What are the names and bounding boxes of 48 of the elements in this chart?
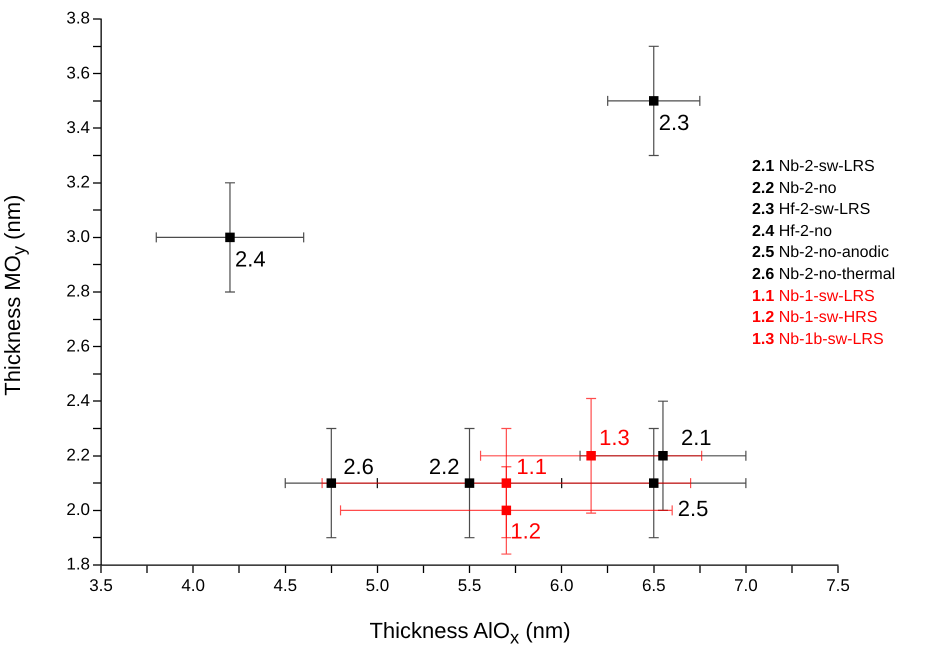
y-tick-label: 3.6: [66, 63, 90, 82]
series-label: 1.3: [599, 424, 630, 450]
series-label: 2.5: [678, 496, 708, 522]
annotation: 2.2 Nb-2-no: [752, 178, 838, 199]
point: [225, 232, 235, 242]
annotation: 2.6 Nb-2-no-thermal: [752, 264, 896, 285]
y-tick-label: 3.2: [66, 172, 90, 192]
point: [502, 478, 512, 488]
y-tick-label: 1.8: [66, 554, 90, 574]
annotation: 2.5 Nb-2-no-anodic: [752, 243, 890, 264]
point: [586, 451, 596, 461]
x-tick-label: 4.0: [181, 576, 205, 595]
x-tick-label: 4.5: [273, 576, 298, 595]
series-label: 1.2: [510, 518, 541, 544]
point: [502, 506, 512, 516]
point: [649, 478, 658, 488]
y-tick-label: 3.4: [66, 118, 90, 137]
x-tick-label: 7.5: [826, 576, 850, 595]
series-label: 2.4: [234, 246, 266, 272]
y-tick-label: 2.4: [66, 390, 90, 410]
x-tick-label: 6.0: [550, 576, 574, 595]
y-tick-label: 3.0: [66, 227, 90, 246]
point: [326, 478, 336, 488]
x-tick-label: 3.5: [89, 576, 113, 595]
annotation: 1.3 Nb-1b-sw-LRS: [752, 330, 885, 350]
series-label: 1.1: [516, 454, 547, 480]
y-tick-label: 2.2: [66, 445, 90, 464]
y-tick-label: 3.8: [66, 8, 90, 28]
y-tick-label: 2.6: [66, 336, 90, 356]
y-tick-label: 2.8: [66, 282, 90, 301]
x-tick-label: 7.0: [734, 576, 758, 595]
annotation: 2.1 Nb-2-sw-LRS: [752, 157, 876, 177]
annotation: 2.3 Hf-2-sw-LRS: [752, 200, 872, 220]
series-label: 2.6: [343, 454, 374, 480]
series-label: 2.3: [658, 110, 690, 135]
annotation: 1.1 Nb-1-sw-LRS: [752, 286, 876, 307]
series-label: 2.2: [428, 454, 460, 480]
series-label: 2.1: [680, 424, 712, 450]
annotation: 1.2 Nb-1-sw-HRS: [752, 308, 878, 328]
x-tick-label: 6.5: [642, 576, 666, 595]
y-tick-label: 2.0: [66, 500, 90, 520]
point: [464, 478, 474, 488]
x-tick-label: 5.5: [458, 576, 482, 595]
x-axis-title: Thickness AlO$_{x}$ (nm): [368, 618, 572, 648]
x-tick-label: 5.0: [366, 576, 390, 595]
annotation: 2.4 Hf-2-no: [752, 222, 834, 242]
point: [649, 96, 658, 106]
point: [658, 451, 668, 461]
